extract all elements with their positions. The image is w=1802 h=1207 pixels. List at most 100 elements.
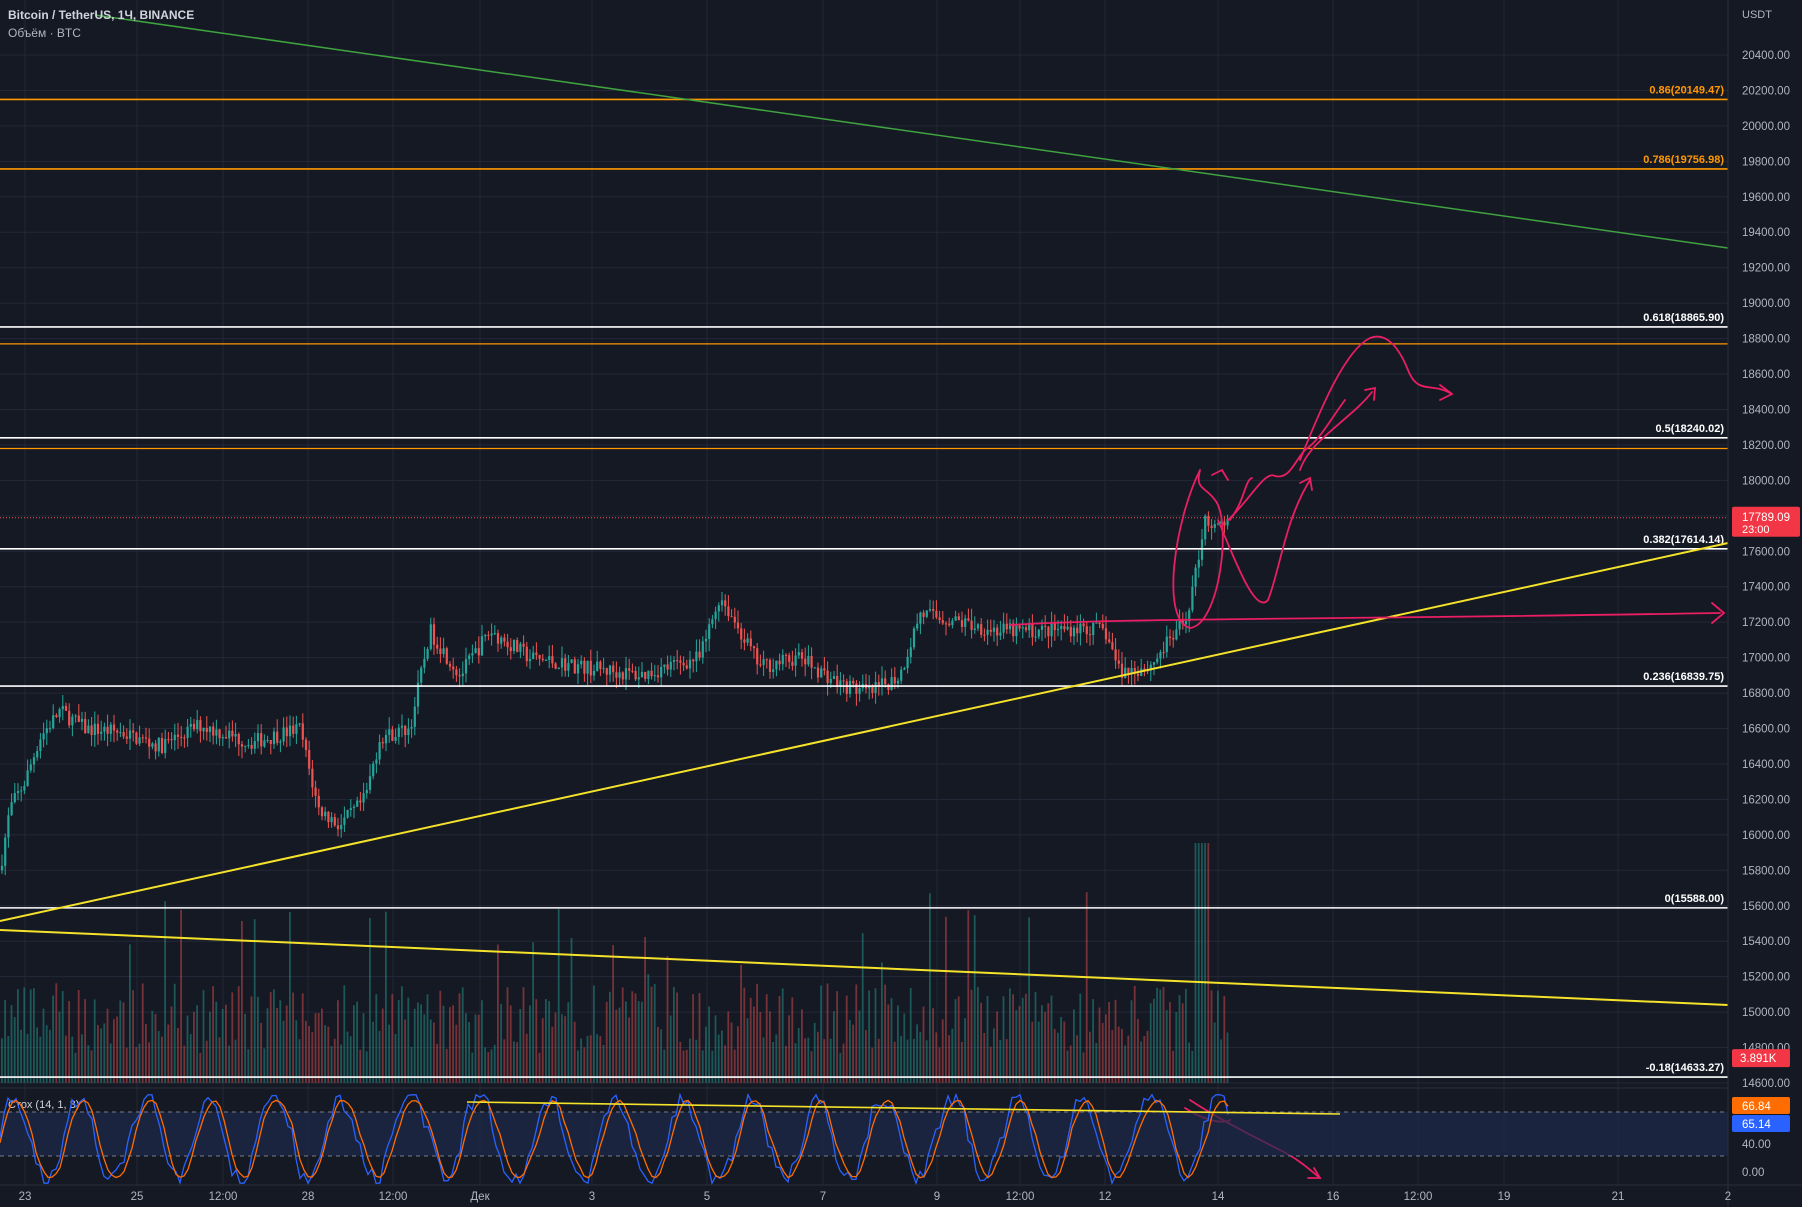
candle [717,605,720,612]
candle [340,824,343,830]
candle [80,718,84,722]
volume-bar [404,1019,406,1083]
candle [893,677,896,684]
stoch-k-line [0,1092,1229,1186]
volume-bar [372,1021,374,1083]
time-tick: 25 [131,1191,144,1203]
price-tick: 17600.00 [1742,546,1790,558]
volume-bar [436,1043,438,1083]
volume-bar [39,1036,42,1083]
volume-bar [183,1045,186,1083]
candle [359,800,362,803]
volume-bar [845,995,848,1083]
volume-bar [829,1038,832,1083]
candle [682,662,685,666]
volume-bar [685,1049,688,1083]
volume-bar [141,983,144,1083]
candle [189,723,192,727]
candle [791,661,794,666]
volume-bar [567,1002,570,1083]
volume-bar [423,1014,426,1083]
volume-bar [87,1045,90,1083]
candle [631,670,634,672]
candle [247,744,250,746]
volume-bar [951,1028,954,1083]
price-axis[interactable]: USDT 20400.00 20200.00 20000.00 19800.00 1960… [1727,0,1802,1207]
volume-bar [273,989,275,1083]
time-tick: 12 [1099,1191,1112,1203]
volume-bar [26,1033,29,1083]
volume-bar [807,1037,810,1083]
time-tick: 16 [1327,1191,1340,1203]
candle [1108,639,1111,643]
freehand-drawings [1009,335,1726,1179]
volume-bar [1031,1021,1034,1083]
volume-bar [1146,1030,1149,1083]
candle [173,734,176,741]
candle [989,629,992,632]
volume-bar [583,1047,586,1083]
volume-bar [855,984,858,1083]
candle [1024,627,1028,631]
time-tick: 28 [302,1191,315,1203]
volume-bar [801,1009,803,1083]
candle [724,600,727,607]
volume-bar [49,1029,51,1083]
volume-bar [401,986,403,1083]
candle [848,680,852,694]
volume-bar [164,901,166,1083]
volume-bar [833,1011,835,1083]
time-tick: 3 [589,1191,595,1203]
volume-bar [727,1011,730,1083]
candle [509,647,512,652]
candle [1018,625,1021,629]
volume-bar [186,1015,189,1083]
candle [234,733,237,737]
candle [1056,628,1060,631]
candle [263,740,266,747]
volume-bar [100,1028,102,1083]
volume-bar [695,1039,698,1083]
volume-bar [161,1036,163,1083]
candle [1037,629,1040,637]
candle [77,715,80,722]
volume-bar [1117,1026,1120,1083]
symbol-title[interactable]: Bitcoin / TetherUS, 1Ч, BINANCE [8,8,195,22]
volume-bar [1057,1032,1059,1083]
volume-bar [33,988,35,1083]
candle [532,652,535,660]
candle [71,716,74,726]
candle [29,764,32,771]
volume-bar [823,1039,826,1083]
volume-bar [753,1006,755,1083]
candle [976,624,980,629]
volume-bar [554,1012,557,1083]
candle [621,672,624,680]
volume-bar [253,919,256,1083]
candle [1159,652,1162,659]
candle [541,658,544,661]
candle [896,680,900,684]
candle [151,743,154,747]
volume-bar [868,990,870,1083]
price-tick: 18200.00 [1742,440,1790,452]
candle [663,664,666,668]
volume-bar [676,992,678,1083]
volume-bar [13,1017,16,1083]
volume-bar [756,983,758,1083]
candle [250,744,253,749]
price-tick: 18800.00 [1742,334,1790,346]
candle [496,633,500,644]
time-axis[interactable]: 23 25 12:00 28 12:00 Дек 3 5 7 9 12:00 12 14 16 12:00 1… [0,1184,1802,1203]
candle [61,706,64,710]
candle [599,661,602,669]
pink-drawing [1299,335,1451,461]
volume-bar [1143,1036,1146,1083]
candle [1114,649,1117,661]
candle [253,741,256,749]
candle [458,675,461,677]
volume-bar [10,1005,13,1083]
price-tick: 20400.00 [1742,50,1790,62]
volume-bar [865,1030,867,1083]
